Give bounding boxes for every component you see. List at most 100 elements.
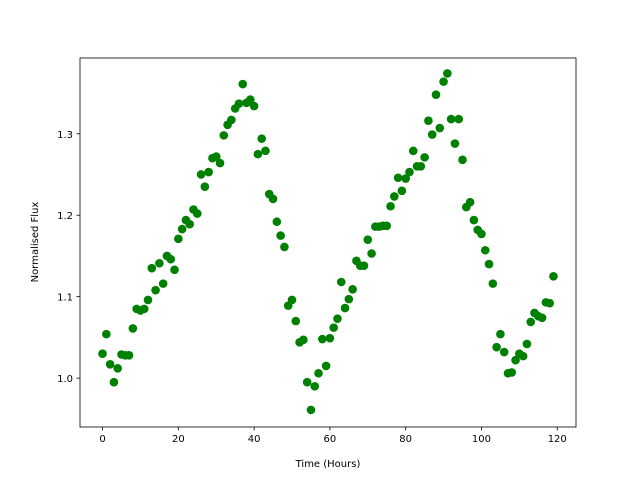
point (155, 258, 164, 268)
point (325, 333, 335, 343)
point (227, 115, 236, 125)
point (261, 146, 270, 156)
point (340, 303, 350, 313)
point (507, 368, 517, 377)
point (401, 174, 410, 183)
point (105, 359, 115, 369)
point (427, 130, 437, 139)
point (443, 69, 452, 78)
point (344, 294, 354, 304)
point (174, 234, 183, 244)
x-tick-label: 20 (172, 434, 185, 445)
point (454, 114, 464, 124)
point (465, 197, 475, 207)
point (185, 219, 194, 229)
point (416, 162, 426, 171)
y-tick-label: 1.1 (57, 293, 73, 304)
point (435, 123, 445, 133)
point (393, 173, 403, 183)
x-tick-label: 120 (548, 434, 567, 445)
point (268, 194, 278, 204)
point (439, 77, 448, 86)
point (477, 229, 486, 239)
point (276, 231, 285, 240)
point (249, 101, 259, 111)
point (310, 381, 320, 391)
point (219, 131, 229, 140)
point (98, 349, 107, 358)
y-tick-label: 1.2 (57, 211, 73, 222)
point (238, 79, 248, 89)
point (499, 347, 509, 357)
point (458, 155, 467, 165)
point (246, 95, 255, 104)
point (196, 170, 206, 179)
point (496, 329, 505, 339)
point (480, 245, 490, 255)
point (166, 254, 176, 264)
point (397, 186, 407, 196)
point (518, 351, 528, 361)
point (192, 209, 202, 218)
y-axis-label: Normalised Flux (30, 202, 41, 283)
point (537, 313, 547, 323)
point (488, 279, 498, 288)
point (128, 324, 138, 333)
x-tick-label: 0 (99, 434, 105, 445)
point (484, 259, 494, 269)
point (549, 272, 558, 281)
point (143, 295, 153, 305)
point (318, 334, 327, 344)
point (321, 361, 331, 371)
point (367, 249, 376, 258)
point (446, 114, 456, 124)
point (124, 351, 134, 360)
point (147, 263, 157, 273)
point (200, 182, 210, 192)
point (257, 134, 266, 143)
point (359, 261, 369, 271)
point (329, 323, 338, 332)
point (408, 146, 418, 156)
point (336, 277, 346, 287)
point (363, 235, 373, 244)
x-tick-label: 80 (399, 434, 412, 445)
point (139, 304, 149, 314)
point (177, 224, 187, 234)
point (431, 90, 441, 99)
point (420, 153, 429, 162)
point (204, 167, 213, 177)
point (158, 279, 168, 288)
point (314, 368, 323, 378)
point (215, 158, 225, 168)
point (151, 285, 160, 295)
point (469, 215, 479, 225)
plot-frame (79, 57, 577, 428)
point (424, 116, 433, 126)
point (211, 152, 221, 161)
point (253, 149, 263, 159)
point (170, 265, 179, 275)
point (113, 364, 123, 373)
point (511, 355, 520, 365)
point (109, 377, 119, 387)
point (272, 217, 282, 227)
point (299, 335, 308, 345)
point (348, 285, 357, 294)
point (302, 377, 312, 387)
x-tick-label: 60 (324, 434, 337, 445)
point (526, 317, 536, 327)
y-tick-label: 1.0 (57, 374, 73, 385)
x-axis-label: Time (Hours) (295, 459, 361, 470)
point (450, 139, 460, 148)
point (386, 201, 395, 211)
point (234, 99, 244, 108)
point (405, 167, 414, 177)
point (287, 295, 297, 305)
x-tick-label: 40 (248, 434, 261, 445)
point (522, 339, 532, 349)
point (390, 192, 399, 201)
point (545, 298, 554, 308)
